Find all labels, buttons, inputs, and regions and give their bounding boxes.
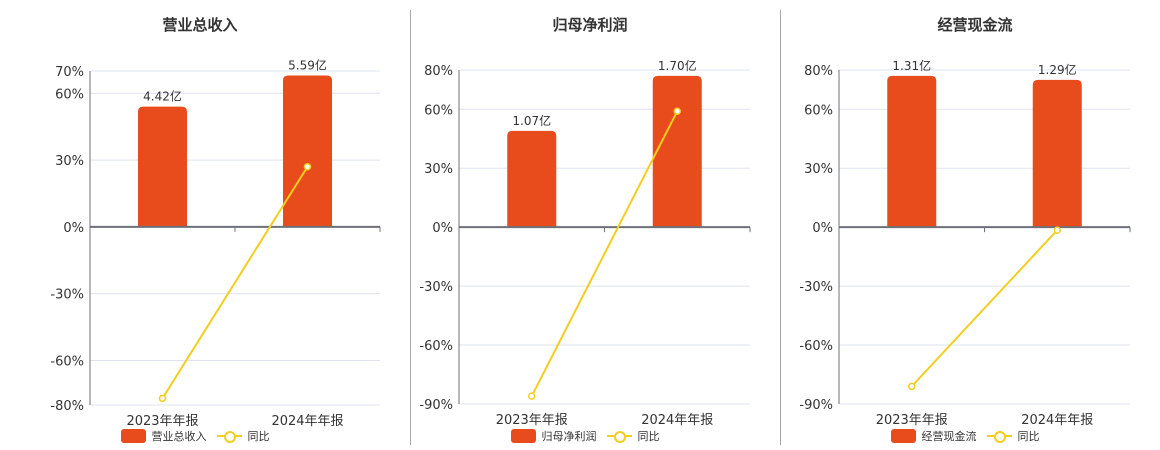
y-tick-label: 60%: [55, 87, 84, 102]
yoy-point[interactable]: [908, 382, 916, 391]
x-category-label: 2023年年报: [126, 414, 198, 429]
panel-divider: [410, 10, 411, 445]
y-tick-label: -30%: [50, 288, 84, 303]
x-category-label: 2024年年报: [641, 413, 713, 428]
yoy-point[interactable]: [1053, 226, 1061, 234]
chart-title: 营业总收入: [162, 16, 238, 34]
x-category-label: 2024年年报: [1021, 413, 1093, 428]
bar[interactable]: [887, 75, 937, 228]
yoy-point[interactable]: [158, 394, 167, 403]
x-category-label: 2024年年报: [271, 414, 343, 429]
bar-value-label: 1.07亿: [512, 113, 551, 128]
line-legend-icon[interactable]: [216, 429, 242, 443]
bar[interactable]: [507, 130, 557, 228]
y-tick-label: -30%: [419, 280, 453, 295]
chart-plot: 80% 60% 30% 0% -30% -60% -90% 1.31亿 1.29亿 2023年年报…: [799, 58, 1131, 428]
yoy-point[interactable]: [528, 392, 536, 400]
y-tick-label: 0%: [812, 221, 833, 236]
y-tick-label: 60%: [804, 103, 833, 118]
line-legend-icon[interactable]: [606, 429, 632, 443]
yoy-line: [161, 166, 309, 399]
bar-value-label: 5.59亿: [288, 57, 327, 72]
y-tick-label: 70%: [55, 65, 84, 80]
yoy-line: [911, 229, 1058, 387]
y-tick-label: -60%: [799, 339, 833, 354]
y-tick-label: 0%: [63, 221, 84, 236]
chart-plot: 80% 60% 30% 0% -30% -60% -90% 1.07亿 1.70亿 2023年年报…: [419, 58, 751, 428]
bar[interactable]: [138, 106, 187, 227]
y-tick-label: 0%: [432, 221, 453, 236]
bar[interactable]: [652, 75, 702, 228]
bar-value-label: 1.29亿: [1038, 62, 1077, 77]
chart-plot: 70% 60% 30% 0% -30% -60% -80% 4.42亿 5.59亿 2023年年报…: [50, 57, 381, 429]
bar-legend-swatch[interactable]: [120, 429, 146, 443]
y-tick-label: 80%: [804, 64, 833, 79]
line-legend-icon[interactable]: [986, 429, 1012, 443]
bar-legend-label[interactable]: 营业总收入: [151, 430, 207, 443]
bar-value-label: 1.70亿: [658, 58, 697, 73]
yoy-line: [530, 110, 679, 397]
yoy-point[interactable]: [303, 162, 312, 171]
yoy-point[interactable]: [673, 107, 681, 116]
line-legend-label[interactable]: 同比: [1017, 430, 1040, 443]
x-category-label: 2023年年报: [876, 413, 948, 428]
y-tick-label: 80%: [424, 64, 453, 79]
chart-panel-operating-cash-flow: 经营现金流 80% 60% 30% 0% -30% -60% -90% 1.31亿 1.29亿 2…: [750, 0, 1160, 450]
bar-legend-swatch[interactable]: [890, 429, 916, 443]
chart-title: 经营现金流: [937, 16, 1013, 34]
y-tick-label: 30%: [55, 154, 84, 169]
line-legend-label[interactable]: 同比: [247, 430, 270, 443]
line-legend-label[interactable]: 同比: [637, 430, 660, 443]
y-tick-label: -30%: [799, 280, 833, 295]
bar[interactable]: [1032, 79, 1082, 228]
y-tick-label: 60%: [424, 103, 453, 118]
x-category-label: 2023年年报: [496, 413, 568, 428]
chart-title: 归母净利润: [552, 16, 628, 34]
chart-panel-revenue: 营业总收入 70% 60% 30% 0% -30% -60% -80% 4.42亿 5.59亿 2…: [0, 0, 400, 450]
panel-divider: [780, 10, 781, 445]
chart-legend[interactable]: 经营现金流 同比: [790, 428, 1150, 444]
y-tick-label: 30%: [424, 162, 453, 177]
y-tick-label: -90%: [419, 398, 453, 413]
y-tick-label: -60%: [50, 354, 84, 369]
chart-panel-net-profit: 归母净利润 80% 60% 30% 0% -30% -60% -90% 1.07亿 1.70亿 2…: [370, 0, 770, 450]
bar[interactable]: [283, 75, 332, 227]
y-tick-label: -80%: [50, 399, 84, 414]
bar-value-label: 4.42亿: [143, 89, 182, 104]
y-tick-label: 30%: [804, 162, 833, 177]
y-tick-label: -60%: [419, 339, 453, 354]
chart-legend[interactable]: 营业总收入 同比: [0, 428, 400, 444]
bar-legend-label[interactable]: 经营现金流: [921, 430, 977, 443]
bar-value-label: 1.31亿: [892, 58, 931, 73]
y-tick-label: -90%: [799, 398, 833, 413]
bar-legend-label[interactable]: 归母净利润: [541, 430, 597, 443]
chart-legend[interactable]: 归母净利润 同比: [410, 428, 770, 444]
bar-legend-swatch[interactable]: [510, 429, 536, 443]
